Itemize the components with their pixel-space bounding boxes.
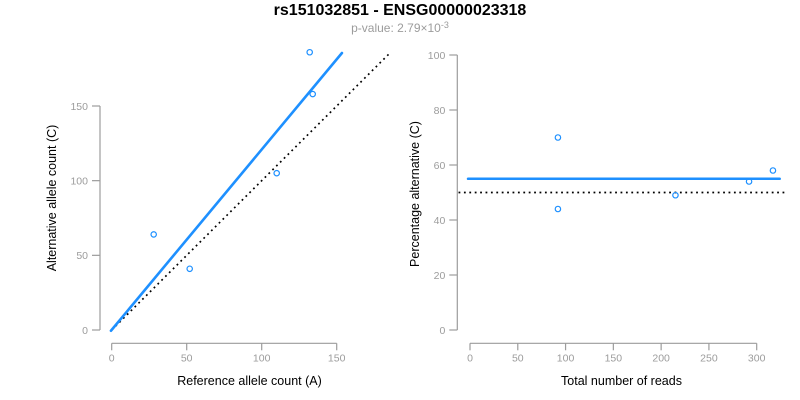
fit-line bbox=[109, 51, 344, 333]
y-tick-label: 150 bbox=[70, 101, 88, 113]
data-point bbox=[745, 178, 753, 185]
x-tick-label: 300 bbox=[748, 352, 766, 364]
data-point bbox=[554, 205, 562, 213]
y-tick-label: 0 bbox=[82, 325, 88, 337]
x-tick-label: 150 bbox=[328, 352, 346, 364]
data-point bbox=[186, 265, 194, 273]
data-point bbox=[554, 134, 562, 141]
panel-left: 0 50 100 150 0 50 100 150 Reference allele count… bbox=[45, 48, 392, 388]
x-tick-label: 0 bbox=[467, 352, 473, 364]
y-tick-label: 20 bbox=[434, 270, 446, 282]
x-tick-label: 100 bbox=[253, 352, 271, 364]
identity-line bbox=[111, 51, 392, 331]
data-point bbox=[273, 169, 281, 177]
data-point bbox=[309, 90, 317, 98]
y-axis-title: Alternative allele count (C) bbox=[45, 125, 59, 272]
data-point bbox=[672, 191, 679, 199]
y-tick-label: 80 bbox=[434, 105, 446, 117]
x-tick-label: 150 bbox=[605, 352, 623, 364]
data-point bbox=[306, 48, 314, 56]
pvalue-text: p-value: 2.79×10 bbox=[351, 21, 441, 35]
y-tick-label: 0 bbox=[439, 325, 445, 337]
x-tick-label: 50 bbox=[181, 352, 193, 364]
data-point bbox=[150, 231, 158, 238]
x-tick-label: 0 bbox=[109, 352, 115, 364]
x-tick-label: 100 bbox=[557, 352, 575, 364]
y-axis-title: Percentage alternative (C) bbox=[408, 121, 422, 267]
y-tick-label: 60 bbox=[434, 160, 446, 172]
x-axis-title: Total number of reads bbox=[561, 374, 682, 388]
y-tick-label: 50 bbox=[76, 250, 88, 262]
plot-title: rs151032851 - ENSG00000023318 bbox=[273, 2, 527, 19]
panel-right: 0 20 40 60 80 100 0 50 100 150 200 250 300 Total numb… bbox=[408, 50, 785, 388]
x-tick-label: 250 bbox=[700, 352, 718, 364]
y-tick-label: 100 bbox=[70, 175, 88, 187]
y-tick-label: 100 bbox=[428, 50, 446, 62]
pvalue-exponent: -3 bbox=[440, 20, 449, 30]
x-tick-label: 200 bbox=[652, 352, 670, 364]
x-tick-label: 50 bbox=[512, 352, 524, 364]
plot-subtitle: p-value: 2.79×10-3 bbox=[0, 20, 800, 35]
data-point bbox=[769, 167, 777, 174]
x-axis-title: Reference allele count (A) bbox=[177, 374, 322, 388]
y-tick-label: 40 bbox=[434, 215, 446, 227]
